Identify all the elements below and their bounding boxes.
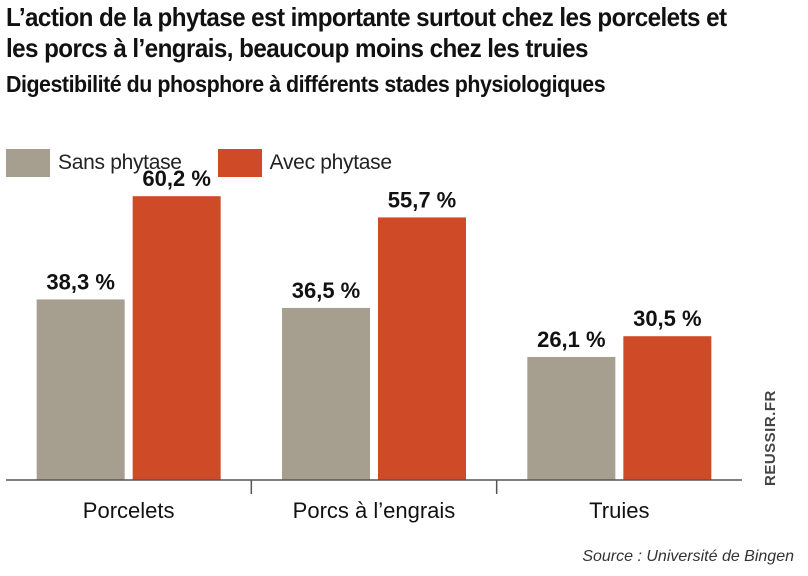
bar-porcs-l-engrais-avec-phytase	[378, 217, 466, 480]
category-label-truies: Truies	[589, 498, 649, 523]
legend-item-avec-phytase: Avec phytase	[217, 149, 392, 177]
legend-label-avec-phytase: Avec phytase	[269, 151, 392, 174]
legend: Sans phytase Avec phytase	[6, 148, 428, 178]
data-label-porcelets-sans-phytase: 38,3 %	[46, 269, 115, 294]
data-label-porcelets-avec-phytase: 60,2 %	[142, 166, 211, 191]
bar-porcelets-avec-phytase	[132, 196, 221, 480]
data-label-porcs-l-engrais-sans-phytase: 36,5 %	[292, 278, 361, 303]
bar-truies-avec-phytase	[623, 336, 712, 480]
bar-porcs-l-engrais-sans-phytase	[282, 307, 370, 480]
legend-swatch-sans-phytase	[6, 149, 50, 177]
source-note: Source : Université de Bingen	[582, 548, 794, 565]
bar-porcelets-sans-phytase	[36, 299, 125, 480]
chart-title: L’action de la phytase est importante su…	[6, 2, 727, 63]
legend-label-sans-phytase: Sans phytase	[58, 151, 182, 174]
category-label-porcs-l-engrais: Porcs à l’engrais	[293, 498, 456, 523]
watermark: REUSSIR.FR	[762, 390, 779, 486]
chart-subtitle: Digestibilité du phosphore à différents …	[6, 71, 606, 97]
data-label-porcs-l-engrais-avec-phytase: 55,7 %	[388, 187, 457, 212]
data-label-truies-avec-phytase: 30,5 %	[633, 306, 702, 331]
legend-item-sans-phytase: Sans phytase	[6, 149, 182, 177]
category-label-porcelets: Porcelets	[83, 498, 175, 523]
bar-truies-sans-phytase	[527, 356, 616, 480]
legend-swatch-avec-phytase	[217, 149, 262, 177]
data-label-truies-sans-phytase: 26,1 %	[537, 327, 606, 352]
